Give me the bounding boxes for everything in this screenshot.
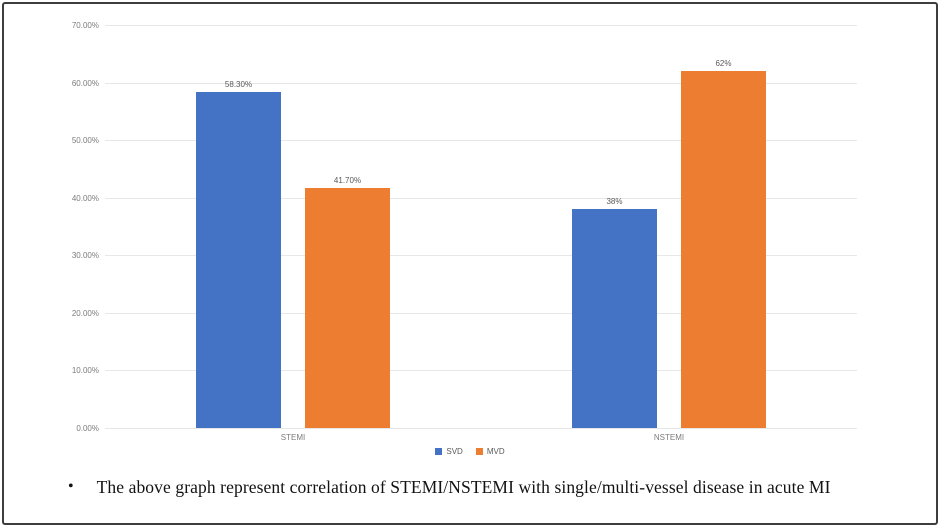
data-label-stemi-mvd: 41.70% [333,175,362,185]
legend-swatch-mvd [475,448,483,455]
bar-nstemi-svd [572,209,657,428]
gridline-50 [105,140,857,142]
x-tick-label-nstemi: NSTEMI [653,433,685,442]
gridline-20 [105,312,857,314]
y-tick-label: 10.00% [71,366,99,376]
caption: • The above graph represent correlation … [68,476,928,498]
y-tick-label: 20.00% [71,308,99,318]
y-tick-label: 70.00% [71,21,99,30]
data-label-nstemi-mvd: 62% [715,59,732,69]
bullet-point: • [68,478,74,495]
gridline-10 [105,370,857,372]
legend: SVD MVD [4,447,936,456]
gridline-30 [105,255,857,257]
bar-nstemi-mvd [681,71,766,428]
y-tick-label: 50.00% [71,136,99,146]
x-tick-label-stemi: STEMI [280,433,306,442]
bar-chart: 0.00% 10.00% 20.00% 30.00% 40.00% 50.00% 60.00… [4,4,936,469]
gridline-60 [105,82,857,84]
bar-stemi-svd [196,92,281,428]
gridline-40 [105,197,857,199]
y-tick-label: 60.00% [71,78,99,88]
legend-item-svd: SVD [435,447,463,456]
legend-label-svd: SVD [446,447,463,456]
legend-swatch-svd [435,448,443,455]
gridline-0 [105,428,857,429]
legend-item-mvd: MVD [475,447,505,456]
gridline-70 [105,25,857,26]
y-tick-label: 40.00% [71,193,99,203]
data-label-stemi-svd: 58.30% [224,80,253,90]
slide-frame: 0.00% 10.00% 20.00% 30.00% 40.00% 50.00% 60.00… [2,2,938,525]
legend-label-mvd: MVD [486,447,505,456]
y-tick-label: 30.00% [71,251,99,261]
bar-stemi-mvd [305,187,390,428]
y-tick-label: 0.00% [76,424,99,433]
caption-text: The above graph represent correlation of… [96,477,831,497]
data-label-nstemi-svd: 38% [606,197,623,207]
